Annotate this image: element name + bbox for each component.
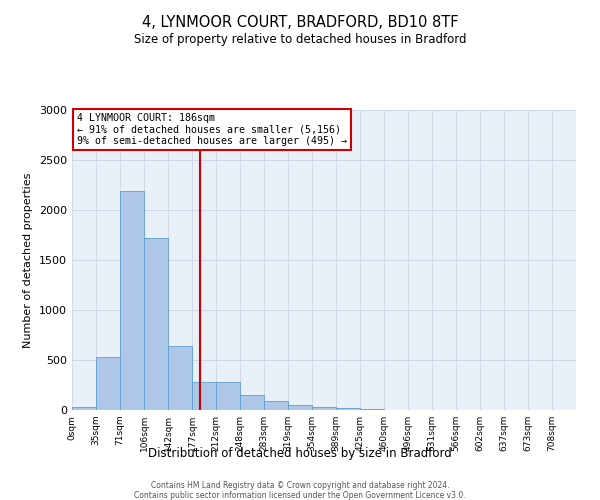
Bar (192, 382, 216, 410)
Bar (120, 191, 144, 410)
Bar (264, 401, 288, 410)
Bar (168, 346, 192, 410)
Text: Size of property relative to detached houses in Bradford: Size of property relative to detached ho… (134, 32, 466, 46)
Text: Contains HM Land Registry data © Crown copyright and database right 2024.: Contains HM Land Registry data © Crown c… (151, 481, 449, 490)
Bar (72, 407, 96, 410)
Bar (216, 382, 240, 410)
Text: 4, LYNMOOR COURT, BRADFORD, BD10 8TF: 4, LYNMOOR COURT, BRADFORD, BD10 8TF (142, 15, 458, 30)
Bar (288, 404, 312, 410)
Bar (360, 408, 384, 410)
Bar (312, 406, 336, 410)
Text: Distribution of detached houses by size in Bradford: Distribution of detached houses by size … (148, 448, 452, 460)
Y-axis label: Number of detached properties: Number of detached properties (23, 172, 34, 348)
Text: 4 LYNMOOR COURT: 186sqm
← 91% of detached houses are smaller (5,156)
9% of semi-: 4 LYNMOOR COURT: 186sqm ← 91% of detache… (77, 113, 347, 146)
Text: Contains public sector information licensed under the Open Government Licence v3: Contains public sector information licen… (134, 491, 466, 500)
Bar (336, 408, 360, 410)
Bar (240, 395, 264, 410)
Bar (144, 238, 168, 410)
Bar (96, 357, 120, 410)
